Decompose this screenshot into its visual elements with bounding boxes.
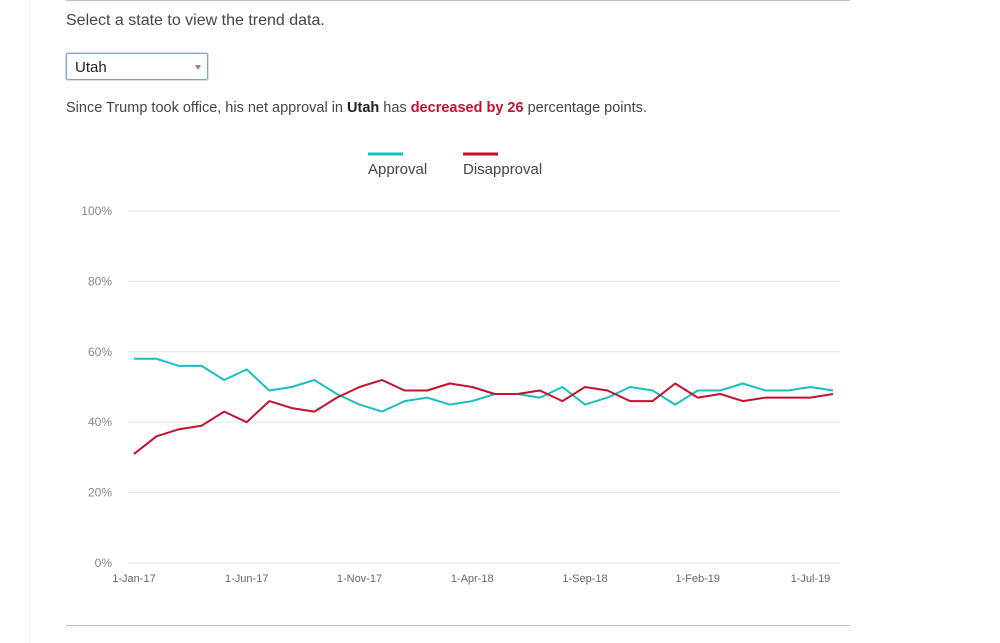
x-axis-ticks: 1-Jan-17 1-Jun-17 1-Nov-17 1-Apr-18 1-Sep-18… [112, 573, 830, 585]
legend-label-disapproval: Disapproval [463, 161, 542, 178]
chevron-down-icon [195, 65, 201, 70]
x-tick-label-3: 1-Nov-17 [337, 573, 382, 585]
state-select-dropdown[interactable]: Utah [66, 53, 208, 80]
legend-label-approval: Approval [368, 161, 427, 178]
state-select-prompt: Select a state to view the trend data. [66, 12, 325, 29]
y-axis-ticks: 0% 20% 40% 60% 80% 100% [81, 204, 112, 570]
summary-change: decreased by 26 [410, 100, 524, 116]
bottom-divider [66, 625, 850, 626]
left-divider [29, 0, 30, 643]
x-tick-label-2: 1-Jun-17 [225, 573, 268, 585]
top-divider [66, 0, 850, 1]
series-line-disapproval [133, 379, 834, 455]
y-tick-label-0: 0% [95, 556, 113, 570]
x-tick-label-5: 1-Sep-18 [562, 573, 607, 585]
x-tick-label-6: 1-Feb-19 [675, 573, 720, 585]
chart-series [133, 357, 834, 455]
x-tick-label-1: 1-Jan-17 [112, 573, 155, 585]
summary-prefix: Since Trump took office, his net approva… [66, 100, 348, 116]
y-tick-label-60: 60% [88, 345, 112, 359]
y-tick-label-40: 40% [88, 415, 112, 429]
y-tick-label-20: 20% [88, 486, 112, 500]
summary-mid: has [379, 100, 411, 116]
summary-suffix: percentage points. [523, 100, 647, 116]
y-tick-label-100: 100% [81, 204, 112, 218]
net-approval-summary: Since Trump took office, his net approva… [66, 100, 647, 116]
series-line-approval [134, 357, 834, 413]
summary-state: Utah [347, 100, 380, 116]
chart-legend: Approval Disapproval [368, 152, 542, 178]
y-tick-label-80: 80% [88, 274, 112, 288]
x-tick-label-4: 1-Apr-18 [451, 573, 494, 585]
selected-state-value: Utah [75, 59, 107, 76]
x-tick-label-7: 1-Jul-19 [791, 573, 831, 585]
